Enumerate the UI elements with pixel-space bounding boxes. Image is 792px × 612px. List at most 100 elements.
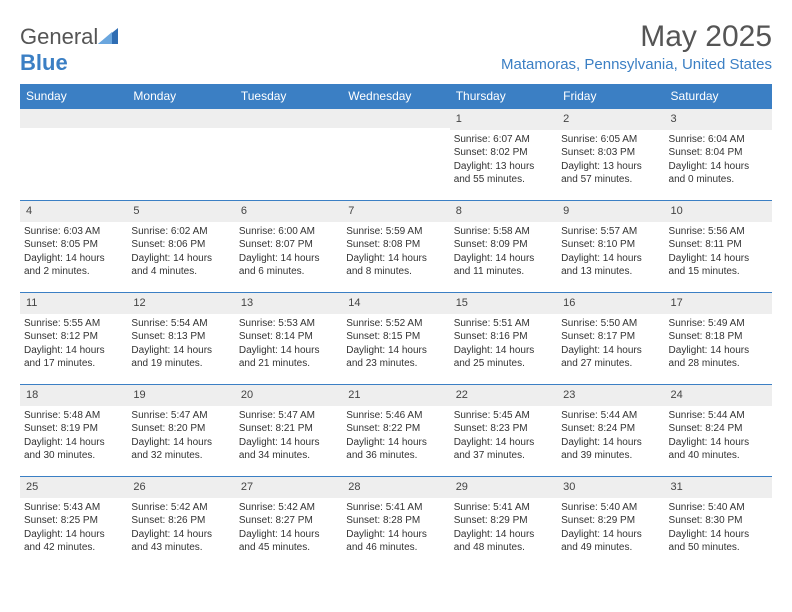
sunrise-text: Sunrise: 5:57 AM	[561, 225, 660, 239]
calendar-day: 5 Sunrise: 6:02 AMSunset: 8:06 PMDaylight…	[127, 201, 234, 293]
daylight-text: Daylight: 14 hours and 32 minutes.	[131, 436, 230, 463]
sunset-text: Sunset: 8:03 PM	[561, 146, 660, 160]
sunrise-text: Sunrise: 6:02 AM	[131, 225, 230, 239]
sunrise-text: Sunrise: 5:55 AM	[24, 317, 123, 331]
sunset-text: Sunset: 8:04 PM	[669, 146, 768, 160]
daylight-text: Daylight: 14 hours and 13 minutes.	[561, 252, 660, 279]
day-number	[127, 109, 234, 128]
calendar-week: 11Sunrise: 5:55 AMSunset: 8:12 PMDayligh…	[20, 293, 772, 385]
daylight-text: Daylight: 13 hours and 57 minutes.	[561, 160, 660, 187]
day-number: 18	[20, 385, 127, 406]
sunset-text: Sunset: 8:27 PM	[239, 514, 338, 528]
sunset-text: Sunset: 8:17 PM	[561, 330, 660, 344]
calendar-day: 14Sunrise: 5:52 AMSunset: 8:15 PMDayligh…	[342, 293, 449, 385]
calendar-day: 12Sunrise: 5:54 AMSunset: 8:13 PMDayligh…	[127, 293, 234, 385]
sunrise-text: Sunrise: 5:54 AM	[131, 317, 230, 331]
sunrise-text: Sunrise: 5:50 AM	[561, 317, 660, 331]
calendar-day: 3Sunrise: 6:04 AMSunset: 8:04 PMDaylight…	[665, 109, 772, 201]
dayname: Tuesday	[235, 84, 342, 109]
calendar-day: 29Sunrise: 5:41 AMSunset: 8:29 PMDayligh…	[450, 477, 557, 569]
daylight-text: Daylight: 14 hours and 19 minutes.	[131, 344, 230, 371]
calendar-day: 19Sunrise: 5:47 AMSunset: 8:20 PMDayligh…	[127, 385, 234, 477]
sunrise-text: Sunrise: 5:43 AM	[24, 501, 123, 515]
daylight-text: Daylight: 14 hours and 30 minutes.	[24, 436, 123, 463]
day-number: 28	[342, 477, 449, 498]
day-number: 27	[235, 477, 342, 498]
sunrise-text: Sunrise: 6:07 AM	[454, 133, 553, 147]
sunset-text: Sunset: 8:13 PM	[131, 330, 230, 344]
day-number: 23	[557, 385, 664, 406]
sunset-text: Sunset: 8:28 PM	[346, 514, 445, 528]
day-number	[342, 109, 449, 128]
daylight-text: Daylight: 14 hours and 28 minutes.	[669, 344, 768, 371]
sunrise-text: Sunrise: 5:53 AM	[239, 317, 338, 331]
sunrise-text: Sunrise: 5:40 AM	[561, 501, 660, 515]
calendar-week: 25Sunrise: 5:43 AMSunset: 8:25 PMDayligh…	[20, 477, 772, 569]
day-number: 29	[450, 477, 557, 498]
daylight-text: Daylight: 14 hours and 46 minutes.	[346, 528, 445, 555]
sunrise-text: Sunrise: 5:42 AM	[131, 501, 230, 515]
calendar-day: 4Sunrise: 6:03 AMSunset: 8:05 PMDaylight…	[20, 201, 127, 293]
sunset-text: Sunset: 8:23 PM	[454, 422, 553, 436]
sunset-text: Sunset: 8:20 PM	[131, 422, 230, 436]
sunset-text: Sunset: 8:06 PM	[131, 238, 230, 252]
sunset-text: Sunset: 8:18 PM	[669, 330, 768, 344]
day-number: 8	[450, 201, 557, 222]
calendar-day: 8Sunrise: 5:58 AMSunset: 8:09 PMDaylight…	[450, 201, 557, 293]
day-number: 21	[342, 385, 449, 406]
title-block: May 2025 Matamoras, Pennsylvania, United…	[501, 20, 772, 73]
calendar-day	[127, 109, 234, 201]
calendar-table: Sunday Monday Tuesday Wednesday Thursday…	[20, 84, 772, 569]
calendar-day: 17 Sunrise: 5:49 AMSunset: 8:18 PMDayligh…	[665, 293, 772, 385]
day-number	[235, 109, 342, 128]
daylight-text: Daylight: 14 hours and 45 minutes.	[239, 528, 338, 555]
sunset-text: Sunset: 8:09 PM	[454, 238, 553, 252]
daylight-text: Daylight: 14 hours and 48 minutes.	[454, 528, 553, 555]
sunrise-text: Sunrise: 5:44 AM	[669, 409, 768, 423]
sunset-text: Sunset: 8:16 PM	[454, 330, 553, 344]
calendar-day	[20, 109, 127, 201]
daylight-text: Daylight: 14 hours and 17 minutes.	[24, 344, 123, 371]
sunrise-text: Sunrise: 6:05 AM	[561, 133, 660, 147]
brand-logo: GeneralBlue	[20, 20, 118, 76]
daylight-text: Daylight: 14 hours and 36 minutes.	[346, 436, 445, 463]
sunset-text: Sunset: 8:10 PM	[561, 238, 660, 252]
day-number: 30	[557, 477, 664, 498]
day-number: 7	[342, 201, 449, 222]
sunset-text: Sunset: 8:30 PM	[669, 514, 768, 528]
daylight-text: Daylight: 14 hours and 23 minutes.	[346, 344, 445, 371]
day-number: 10	[665, 201, 772, 222]
calendar-day: 1Sunrise: 6:07 AMSunset: 8:02 PMDaylight…	[450, 109, 557, 201]
sunrise-text: Sunrise: 5:46 AM	[346, 409, 445, 423]
calendar-day: 28 Sunrise: 5:41 AMSunset: 8:28 PMDayligh…	[342, 477, 449, 569]
calendar-day: 26Sunrise: 5:42 AMSunset: 8:26 PMDayligh…	[127, 477, 234, 569]
calendar-week: 18Sunrise: 5:48 AMSunset: 8:19 PMDayligh…	[20, 385, 772, 477]
sunrise-text: Sunrise: 6:00 AM	[239, 225, 338, 239]
sunset-text: Sunset: 8:15 PM	[346, 330, 445, 344]
dayname: Monday	[127, 84, 234, 109]
sunrise-text: Sunrise: 5:52 AM	[346, 317, 445, 331]
day-number: 22	[450, 385, 557, 406]
daylight-text: Daylight: 14 hours and 6 minutes.	[239, 252, 338, 279]
sunrise-text: Sunrise: 5:49 AM	[669, 317, 768, 331]
daylight-text: Daylight: 14 hours and 21 minutes.	[239, 344, 338, 371]
sunset-text: Sunset: 8:08 PM	[346, 238, 445, 252]
daylight-text: Daylight: 14 hours and 4 minutes.	[131, 252, 230, 279]
calendar-day: 20Sunrise: 5:47 AMSunset: 8:21 PMDayligh…	[235, 385, 342, 477]
sunrise-text: Sunrise: 5:41 AM	[454, 501, 553, 515]
daylight-text: Daylight: 14 hours and 43 minutes.	[131, 528, 230, 555]
sunrise-text: Sunrise: 5:41 AM	[346, 501, 445, 515]
sunset-text: Sunset: 8:07 PM	[239, 238, 338, 252]
sunset-text: Sunset: 8:14 PM	[239, 330, 338, 344]
calendar-day: 11Sunrise: 5:55 AMSunset: 8:12 PMDayligh…	[20, 293, 127, 385]
header: GeneralBlue May 2025 Matamoras, Pennsylv…	[20, 20, 772, 76]
daylight-text: Daylight: 14 hours and 40 minutes.	[669, 436, 768, 463]
day-number: 5	[127, 201, 234, 222]
calendar-day: 9Sunrise: 5:57 AMSunset: 8:10 PMDaylight…	[557, 201, 664, 293]
brand-name: GeneralBlue	[20, 24, 118, 76]
sunset-text: Sunset: 8:24 PM	[561, 422, 660, 436]
day-number	[20, 109, 127, 128]
day-number: 17	[665, 293, 772, 314]
sunset-text: Sunset: 8:19 PM	[24, 422, 123, 436]
day-number: 31	[665, 477, 772, 498]
